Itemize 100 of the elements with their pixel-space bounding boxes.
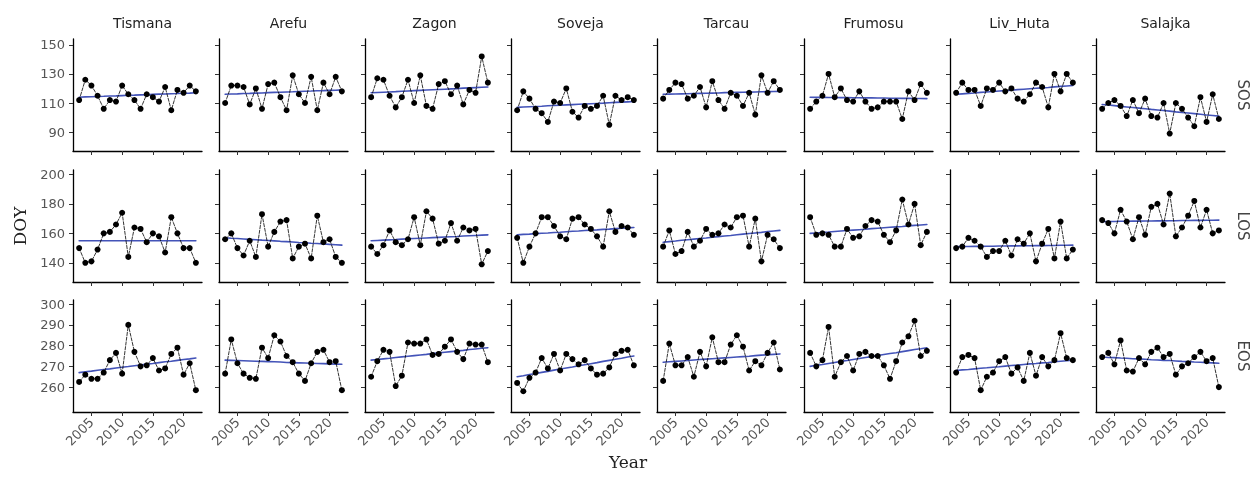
- point: [448, 336, 455, 343]
- point: [106, 357, 113, 364]
- point: [600, 92, 607, 99]
- point: [868, 217, 875, 224]
- point: [162, 365, 169, 372]
- point: [825, 323, 832, 330]
- point: [709, 334, 716, 341]
- point: [818, 230, 825, 237]
- point: [186, 245, 193, 252]
- point: [222, 370, 229, 377]
- point: [252, 85, 259, 92]
- point: [995, 79, 1002, 86]
- point: [1020, 377, 1027, 384]
- point: [392, 104, 399, 111]
- point: [764, 349, 771, 356]
- point: [995, 248, 1002, 255]
- point: [289, 72, 296, 79]
- point: [1020, 240, 1027, 247]
- point: [1203, 118, 1210, 125]
- point: [697, 84, 704, 90]
- point: [532, 230, 539, 237]
- y-tick-label: 110: [40, 95, 65, 111]
- point: [660, 95, 667, 102]
- point: [825, 231, 832, 238]
- point: [326, 359, 333, 366]
- point: [806, 349, 813, 356]
- point: [119, 370, 126, 377]
- point: [923, 89, 930, 96]
- point: [283, 107, 290, 114]
- point: [545, 214, 552, 221]
- point: [526, 243, 533, 250]
- point: [678, 81, 685, 88]
- point: [861, 223, 868, 229]
- point: [259, 105, 266, 112]
- point: [320, 79, 327, 86]
- point: [685, 95, 692, 102]
- point: [849, 98, 856, 105]
- point: [520, 88, 527, 95]
- chart-title: Liv_Huta: [988, 15, 1050, 31]
- point: [709, 231, 716, 238]
- point: [192, 88, 199, 95]
- y-tick-label: 280: [40, 338, 65, 354]
- point: [1129, 368, 1136, 375]
- point: [1014, 236, 1021, 243]
- point: [1014, 364, 1021, 371]
- point: [734, 214, 741, 221]
- point: [1069, 246, 1076, 253]
- point: [113, 349, 119, 356]
- point: [295, 370, 302, 377]
- point: [265, 81, 272, 88]
- point: [1154, 344, 1161, 351]
- point: [386, 92, 393, 99]
- point: [485, 79, 492, 86]
- point: [904, 333, 911, 340]
- point: [582, 357, 589, 364]
- point: [162, 249, 169, 256]
- y-axis-title: DOY: [10, 206, 30, 246]
- point: [1197, 224, 1204, 231]
- point: [1178, 105, 1185, 112]
- point: [1032, 372, 1039, 379]
- point: [612, 350, 619, 357]
- point: [861, 348, 868, 355]
- point: [886, 98, 893, 105]
- point: [526, 95, 533, 102]
- point: [76, 245, 83, 252]
- point: [143, 91, 150, 98]
- point: [1184, 360, 1191, 367]
- point: [1001, 88, 1008, 95]
- point: [1141, 231, 1148, 238]
- point: [88, 375, 95, 382]
- point: [923, 347, 930, 354]
- point: [338, 259, 345, 266]
- point: [1190, 197, 1197, 204]
- point: [411, 214, 418, 221]
- point: [892, 227, 899, 234]
- point: [228, 336, 235, 343]
- point: [1008, 370, 1015, 377]
- point: [308, 255, 315, 262]
- point: [514, 107, 521, 114]
- point: [849, 234, 856, 241]
- point: [417, 242, 424, 249]
- point: [764, 89, 771, 96]
- point: [386, 227, 393, 234]
- point: [143, 362, 150, 369]
- point: [423, 102, 430, 109]
- point: [1209, 355, 1216, 362]
- point: [435, 350, 442, 357]
- point: [594, 102, 601, 109]
- point: [1141, 361, 1148, 368]
- point: [302, 377, 309, 384]
- point: [1135, 214, 1142, 221]
- point: [777, 366, 784, 373]
- y-tick-label: 180: [40, 196, 65, 212]
- point: [174, 230, 181, 237]
- point: [168, 214, 175, 221]
- point: [94, 246, 101, 253]
- point: [454, 82, 461, 89]
- point: [971, 86, 978, 93]
- point: [186, 360, 193, 367]
- point: [740, 102, 747, 109]
